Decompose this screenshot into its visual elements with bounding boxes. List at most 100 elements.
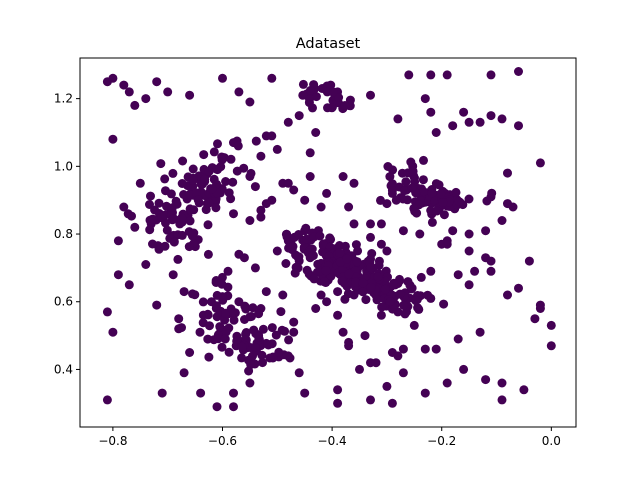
data-point — [191, 188, 201, 198]
data-point — [172, 199, 182, 209]
data-point — [177, 179, 187, 188]
data-point — [305, 86, 315, 95]
data-point — [256, 205, 266, 215]
data-point — [358, 287, 368, 297]
data-point — [153, 241, 163, 251]
data-point — [298, 90, 308, 100]
data-point — [439, 210, 449, 220]
y-tick-label: 1.2 — [54, 92, 73, 106]
data-point — [316, 202, 326, 212]
data-point — [124, 280, 134, 290]
data-point — [220, 334, 230, 344]
data-point — [308, 103, 317, 113]
data-point — [333, 287, 343, 297]
data-point — [464, 280, 474, 290]
data-point — [366, 282, 376, 292]
data-point — [204, 198, 214, 208]
data-point — [366, 263, 376, 273]
data-point — [420, 94, 430, 104]
data-point — [108, 134, 118, 144]
x-tick-label: 0.0 — [542, 434, 561, 448]
data-point — [272, 246, 282, 256]
y-tick-label: 0.4 — [54, 362, 73, 376]
data-point — [246, 168, 256, 178]
data-point — [177, 213, 187, 223]
data-point — [212, 290, 222, 300]
data-point — [124, 87, 134, 97]
data-point — [328, 87, 338, 97]
data-point — [406, 157, 416, 167]
data-point — [226, 154, 236, 164]
data-point — [224, 323, 234, 333]
data-point — [294, 230, 304, 239]
data-point — [481, 375, 491, 385]
data-point — [514, 283, 523, 293]
data-point — [380, 284, 390, 294]
data-point — [190, 290, 200, 300]
data-point — [239, 253, 249, 263]
data-point — [401, 177, 411, 187]
data-point — [318, 239, 328, 249]
data-point — [177, 323, 186, 333]
data-point — [423, 290, 433, 300]
data-point — [173, 254, 183, 264]
data-point — [475, 327, 485, 337]
data-point — [464, 194, 474, 204]
y-axis: 0.4 0.6 0.8 1.0 1.2 — [54, 92, 80, 376]
data-point — [530, 314, 540, 324]
data-point — [289, 185, 299, 195]
data-point — [436, 189, 446, 199]
data-point — [388, 280, 398, 290]
data-point — [130, 100, 140, 110]
data-point — [442, 236, 452, 246]
data-point — [322, 297, 332, 307]
data-point — [411, 296, 421, 306]
data-point — [187, 231, 197, 241]
data-point — [315, 231, 325, 241]
data-point — [333, 310, 343, 320]
data-point — [546, 320, 556, 330]
data-point — [157, 388, 167, 398]
data-point — [344, 269, 354, 279]
data-point — [229, 315, 239, 325]
data-point — [497, 378, 507, 388]
data-point — [204, 352, 214, 362]
data-point — [294, 111, 304, 121]
data-point — [387, 179, 397, 189]
data-point — [267, 73, 277, 83]
data-point — [119, 202, 129, 212]
data-point — [108, 73, 118, 83]
data-point — [199, 150, 209, 160]
x-tick-label: −0.2 — [427, 434, 456, 448]
data-point — [249, 325, 259, 335]
data-point — [340, 241, 350, 251]
data-point — [432, 206, 442, 216]
data-point — [250, 263, 260, 273]
data-point — [387, 186, 397, 195]
data-point — [108, 327, 118, 337]
data-point — [408, 166, 418, 176]
data-point — [213, 139, 222, 149]
data-point — [319, 277, 329, 287]
data-point — [311, 128, 321, 137]
data-point — [212, 402, 222, 412]
data-point — [217, 342, 227, 352]
data-point — [135, 178, 145, 188]
data-point — [198, 297, 208, 307]
data-point — [169, 237, 179, 247]
data-point — [419, 187, 428, 197]
data-point — [207, 184, 217, 194]
data-point — [366, 90, 375, 100]
data-point — [398, 194, 408, 204]
data-point — [395, 289, 405, 299]
data-point — [254, 332, 264, 342]
data-point — [156, 159, 166, 169]
data-point — [308, 251, 318, 261]
data-point — [361, 295, 371, 305]
data-point — [289, 317, 299, 327]
data-point — [148, 214, 158, 224]
data-point — [188, 176, 198, 186]
data-point — [113, 270, 123, 280]
data-point — [185, 348, 195, 357]
data-point — [349, 178, 359, 188]
